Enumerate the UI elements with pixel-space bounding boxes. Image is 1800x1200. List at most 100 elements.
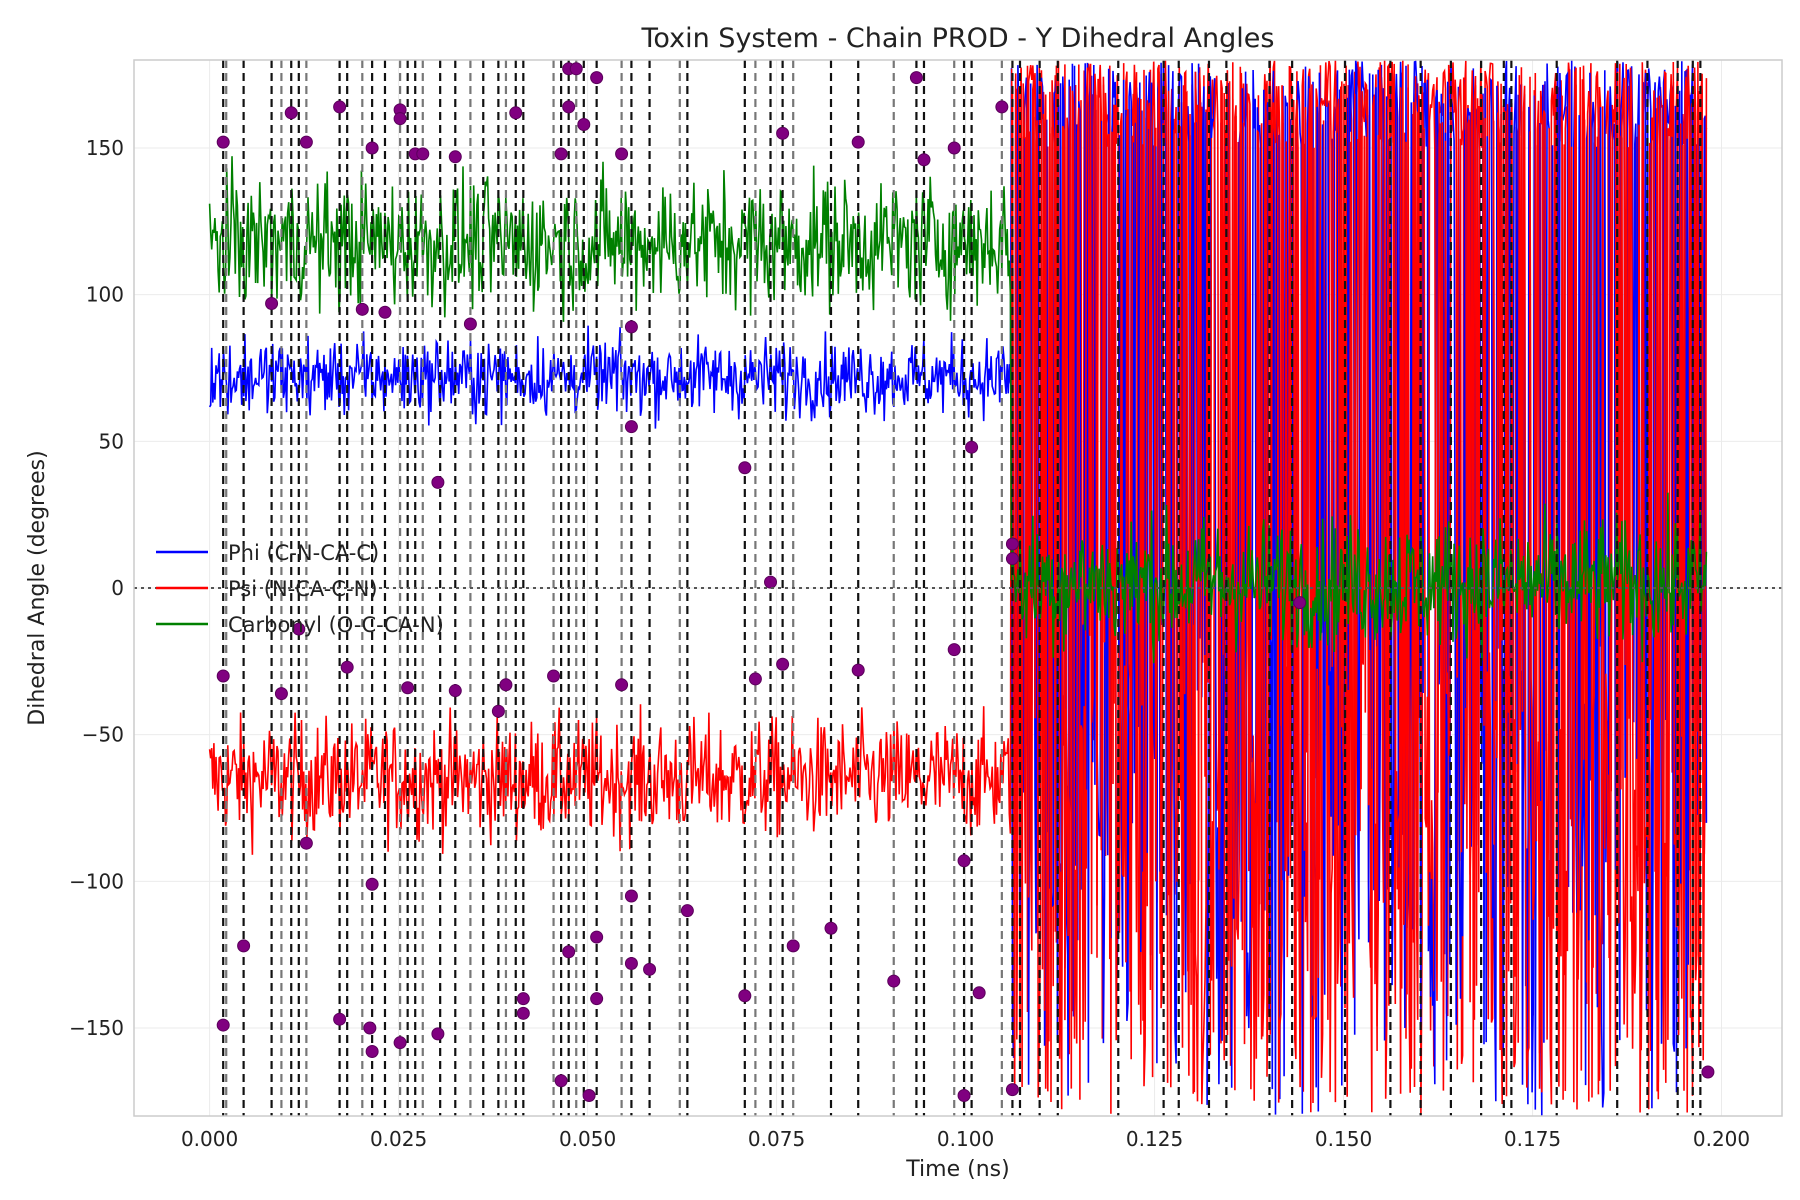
transition-marker <box>624 889 638 903</box>
legend: Phi (C-N-CA-C) Psi (N-CA-C-N) Carbonyl (O-… <box>156 541 444 637</box>
y-tick-label: 50 <box>99 429 124 453</box>
transition-marker <box>216 669 230 683</box>
transition-marker <box>909 71 923 85</box>
transition-marker <box>448 684 462 698</box>
transition-marker <box>957 854 971 868</box>
transition-marker <box>680 904 694 918</box>
transition-marker <box>624 320 638 334</box>
transition-marker <box>509 106 523 120</box>
transition-marker <box>216 1018 230 1032</box>
transition-marker <box>333 100 347 114</box>
transition-marker <box>274 687 288 701</box>
transition-marker <box>340 660 354 674</box>
transition-marker <box>365 141 379 155</box>
transition-marker <box>582 1088 596 1102</box>
transition-marker <box>786 939 800 953</box>
series-carbonyl <box>208 156 1708 664</box>
transition-marker <box>851 663 865 677</box>
transition-marker <box>1005 1083 1019 1097</box>
transition-marker <box>333 1012 347 1026</box>
transition-marker <box>292 622 306 636</box>
y-tick-label: −150 <box>69 1016 124 1040</box>
y-tick-label: −100 <box>69 869 124 893</box>
transition-marker <box>554 147 568 161</box>
series-phi <box>208 60 1708 1116</box>
transition-marker <box>615 147 629 161</box>
transition-marker <box>378 305 392 319</box>
transition-marker <box>448 150 462 164</box>
transition-markers <box>216 62 1715 1102</box>
transition-marker <box>363 1021 377 1035</box>
transition-marker <box>1005 552 1019 566</box>
phi-line <box>208 60 1708 1116</box>
transition-marker <box>776 126 790 140</box>
transition-marker <box>393 1036 407 1050</box>
plot-frame <box>133 59 1783 1117</box>
legend-label: Carbonyl (O-C-CA-N) <box>228 613 444 637</box>
chart-title: Toxin System - Chain PROD - Y Dihedral A… <box>641 23 1275 54</box>
transition-marker <box>284 106 298 120</box>
transition-marker <box>365 1044 379 1058</box>
transition-marker <box>748 672 762 686</box>
data-layer <box>134 60 1782 1116</box>
transition-marker <box>491 704 505 718</box>
transition-marker <box>590 71 604 85</box>
psi-line-overlay <box>1010 60 1708 1113</box>
transition-marker <box>299 836 313 850</box>
transition-marker <box>562 945 576 959</box>
transition-marker <box>365 877 379 891</box>
transition-marker <box>463 317 477 331</box>
transition-marker <box>965 440 979 454</box>
x-tick-label: 0.100 <box>937 1127 994 1151</box>
transition-marker <box>499 678 513 692</box>
transition-marker <box>401 681 415 695</box>
y-axis-label: Dihedral Angle (degrees) <box>25 450 50 725</box>
x-tick-label: 0.050 <box>559 1127 616 1151</box>
transition-marker <box>393 112 407 126</box>
transition-marker <box>957 1088 971 1102</box>
y-axis-ticks: −150 −100 −50 0 50 100 150 <box>69 136 124 1040</box>
transition-marker <box>299 135 313 149</box>
transition-marker <box>431 1027 445 1041</box>
x-tick-label: 0.125 <box>1126 1127 1183 1151</box>
transition-marker <box>643 962 657 976</box>
y-tick-label: 0 <box>111 576 124 600</box>
transition-marker <box>516 992 530 1006</box>
legend-label: Psi (N-CA-C-N) <box>228 577 378 601</box>
transition-marker <box>887 974 901 988</box>
transition-marker <box>554 1074 568 1088</box>
transition-marker <box>1701 1065 1715 1079</box>
legend-label: Phi (C-N-CA-C) <box>228 541 379 565</box>
transition-marker <box>237 939 251 953</box>
x-tick-label: 0.150 <box>1315 1127 1372 1151</box>
x-axis-ticks: 0.000 0.025 0.050 0.075 0.100 0.125 0.150 0.175… <box>181 1127 1750 1151</box>
x-tick-label: 0.200 <box>1693 1127 1750 1151</box>
transition-marker <box>995 100 1009 114</box>
y-tick-label: 100 <box>86 283 124 307</box>
transition-marker <box>851 135 865 149</box>
x-tick-label: 0.075 <box>748 1127 805 1151</box>
transition-marker <box>265 296 279 310</box>
carbonyl-line <box>208 156 1708 664</box>
plot-area: 0.000 0.025 0.050 0.075 0.100 0.125 0.150 0.175… <box>69 59 1783 1151</box>
y-tick-label: 150 <box>86 136 124 160</box>
transition-marker <box>547 669 561 683</box>
transition-marker <box>1005 537 1019 551</box>
transition-marker <box>824 921 838 935</box>
x-tick-label: 0.175 <box>1504 1127 1561 1151</box>
transition-marker <box>516 1006 530 1020</box>
transition-marker <box>947 141 961 155</box>
transition-marker <box>355 302 369 316</box>
transition-marker <box>738 989 752 1003</box>
transition-marker <box>764 575 778 589</box>
transition-marker <box>776 657 790 671</box>
x-tick-label: 0.025 <box>370 1127 427 1151</box>
transition-marker <box>615 678 629 692</box>
transition-marker <box>562 100 576 114</box>
transition-marker <box>972 986 986 1000</box>
transition-marker <box>569 62 583 76</box>
transition-marker <box>917 153 931 167</box>
transition-marker <box>216 135 230 149</box>
x-tick-label: 0.000 <box>181 1127 238 1151</box>
